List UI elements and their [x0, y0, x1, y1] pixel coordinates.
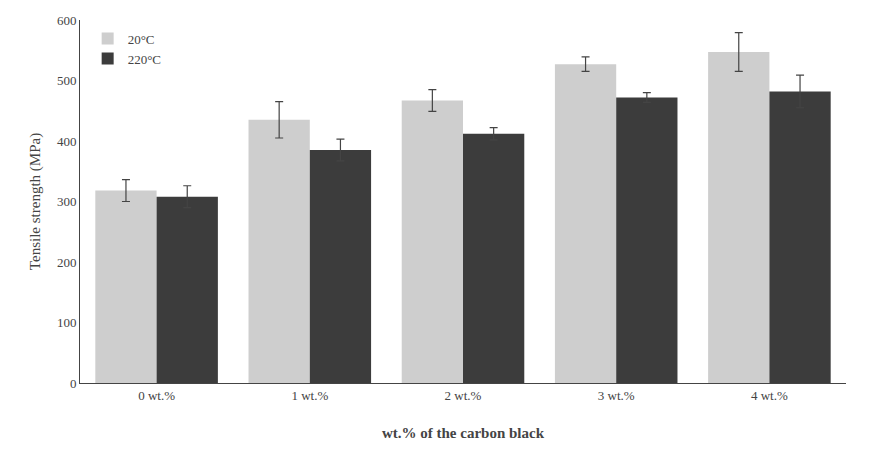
svg-text:600: 600	[57, 13, 77, 28]
svg-text:wt.% of the carbon black: wt.% of the carbon black	[382, 425, 545, 441]
svg-text:100: 100	[57, 315, 77, 330]
svg-text:4 wt.%: 4 wt.%	[751, 388, 788, 403]
svg-text:300: 300	[57, 194, 77, 209]
svg-text:2 wt.%: 2 wt.%	[445, 388, 482, 403]
svg-text:Tensile strength (MPa): Tensile strength (MPa)	[27, 133, 44, 270]
svg-text:500: 500	[57, 73, 77, 88]
svg-text:1 wt.%: 1 wt.%	[291, 388, 328, 403]
svg-text:0: 0	[70, 376, 77, 391]
svg-text:200: 200	[57, 255, 77, 270]
svg-text:3 wt.%: 3 wt.%	[598, 388, 635, 403]
svg-text:220°C: 220°C	[128, 52, 161, 67]
svg-text:400: 400	[57, 134, 77, 149]
svg-text:0 wt.%: 0 wt.%	[138, 388, 175, 403]
svg-text:20°C: 20°C	[128, 32, 155, 47]
